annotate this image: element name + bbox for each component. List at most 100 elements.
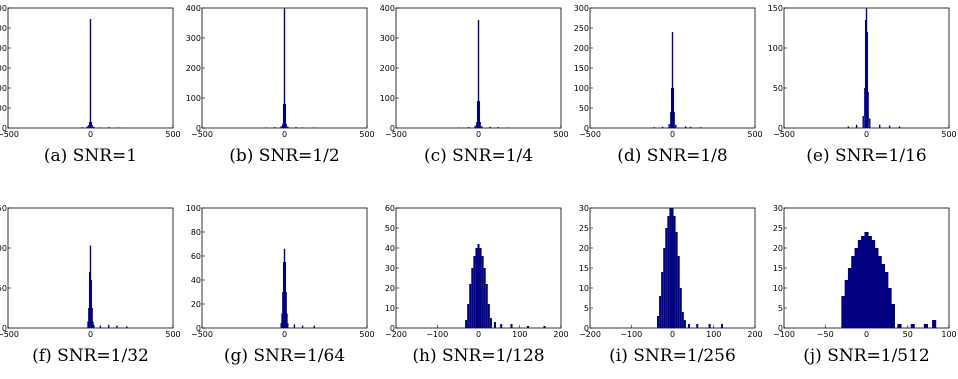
histogram-bar (473, 256, 476, 328)
x-tick-label: 0 (88, 330, 93, 339)
histogram-bar (867, 92, 869, 128)
histogram-bar (282, 262, 285, 328)
x-tick-label: 0 (476, 130, 481, 139)
y-tick-label: 50 (773, 84, 783, 93)
histogram-bar (284, 104, 287, 128)
histogram-bar (661, 126, 664, 128)
histogram-bar (476, 122, 478, 128)
x-tick-label: 500 (747, 130, 762, 139)
x-tick-label: 0 (476, 330, 481, 339)
histogram-bar (669, 208, 672, 328)
histogram-bar (313, 325, 315, 328)
histogram-bar (663, 248, 666, 328)
histogram-bar (862, 116, 864, 128)
x-tick-label: −500 (579, 130, 601, 139)
x-tick-label: 500 (359, 330, 374, 339)
x-tick-label: −500 (191, 330, 213, 339)
panel-caption: (a) SNR=1 (44, 146, 137, 166)
histogram-bar (923, 324, 928, 328)
histogram-bar (888, 125, 891, 128)
y-tick-label: 20 (579, 244, 589, 253)
y-tick-label: 5 (584, 304, 589, 313)
histogram-bar (301, 325, 304, 328)
y-tick-label: 0 (390, 324, 395, 333)
x-tick-label: 0 (282, 130, 287, 139)
y-tick-label: 100 (186, 94, 201, 103)
histogram-bar (699, 127, 702, 128)
histogram-panel-10: 0 5 10 15 20 25 30 −100 −50 0 50 100 (j) SNR=1/512 (773, 204, 957, 366)
panel-caption: (b) SNR=1/2 (229, 146, 339, 166)
x-tick-label: 50 (903, 330, 913, 339)
histogram-panel-9: 0 5 10 15 20 25 30 −200 −100 0 100 200 (i) SNR=1/256 (579, 204, 763, 366)
y-tick-label: 0 (778, 324, 783, 333)
x-tick-label: −500 (0, 330, 19, 339)
histogram-bar (286, 313, 288, 328)
histogram-bar (99, 127, 102, 128)
histogram-bar (689, 126, 692, 128)
histogram-bar (696, 324, 699, 328)
x-tick-label: 0 (864, 130, 869, 139)
histogram-bar (910, 324, 915, 328)
y-tick-label: 150 (0, 204, 7, 213)
histogram-bar (471, 268, 474, 328)
histogram-bar (280, 323, 282, 328)
panel-caption: (c) SNR=1/4 (424, 146, 533, 166)
x-tick-label: 500 (553, 130, 568, 139)
panel-caption: (g) SNR=1/64 (224, 346, 345, 366)
histogram-bar (844, 280, 849, 328)
histogram-bar (88, 308, 90, 328)
histogram-bar (91, 308, 93, 328)
histogram-bar (497, 127, 499, 128)
histogram-bar (884, 272, 889, 328)
x-tick-label: −200 (385, 330, 407, 339)
histogram-bar (281, 313, 283, 328)
x-tick-label: 500 (941, 130, 956, 139)
histogram-bar (675, 232, 678, 328)
histogram-bar (670, 112, 672, 128)
histogram-bar (89, 245, 92, 328)
histogram-bar (481, 256, 484, 328)
histogram-bar (657, 316, 660, 328)
histogram-bar (481, 126, 483, 128)
histogram-bar (283, 8, 286, 128)
histogram-bar (91, 125, 93, 128)
histogram-bar (864, 20, 867, 128)
x-tick-label: −500 (0, 130, 19, 139)
histogram-bar (687, 324, 691, 328)
panel-caption: (i) SNR=1/256 (609, 346, 736, 366)
histogram-bar (467, 127, 470, 128)
histogram-bar (869, 118, 871, 128)
histogram-bar (847, 126, 850, 128)
histogram-bar (295, 127, 297, 128)
histogram-bar (677, 256, 680, 328)
histogram-bar (126, 326, 128, 328)
x-tick-label: −100 (426, 330, 448, 339)
histogram-bar (671, 32, 674, 128)
histogram-bar (489, 318, 492, 328)
histogram-bar (474, 125, 476, 128)
histogram-bar (854, 248, 859, 328)
y-tick-label: 10 (579, 284, 589, 293)
y-tick-label: 400 (380, 4, 395, 13)
histogram-bar (673, 216, 676, 328)
x-tick-label: −500 (385, 130, 407, 139)
histogram-bar (282, 104, 285, 128)
y-tick-label: 50 (385, 224, 395, 233)
y-tick-label: 0 (2, 124, 7, 133)
histogram-bar (857, 240, 862, 328)
histogram-bar (670, 88, 673, 128)
y-tick-label: 10 (385, 304, 395, 313)
y-tick-label: 100 (186, 204, 201, 213)
histogram-bar (653, 127, 656, 128)
histogram-bar (659, 296, 662, 328)
x-tick-label: 0 (88, 130, 93, 139)
y-tick-label: 100 (380, 94, 395, 103)
histogram-bar (87, 321, 89, 328)
x-tick-label: 100 (512, 330, 527, 339)
histogram-bar (476, 101, 479, 128)
y-tick-label: 250 (574, 24, 589, 33)
y-tick-label: 15 (773, 264, 783, 273)
y-tick-label: 0 (584, 324, 589, 333)
